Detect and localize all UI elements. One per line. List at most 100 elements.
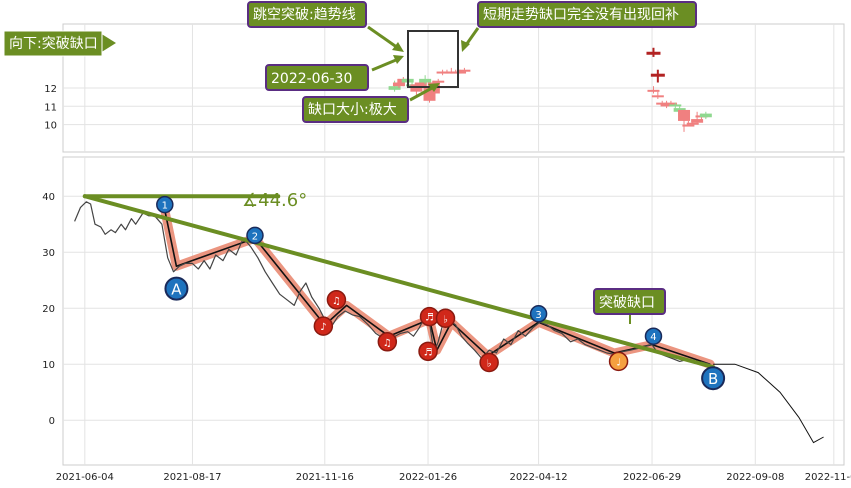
note-marker <box>479 352 499 373</box>
note-marker-label: ♬ <box>424 347 433 358</box>
x-tick-label: 2021-06-04 <box>56 472 114 483</box>
candle-body <box>669 104 682 107</box>
arrow-gap-size-head <box>428 83 440 92</box>
line-grid <box>63 157 844 465</box>
candle-panel: 10 11 12 <box>44 23 845 153</box>
projection-line <box>713 363 824 444</box>
x-tick-label: 2022-11-01 <box>805 472 851 483</box>
wave-point-marker <box>156 195 174 214</box>
candle-body <box>419 78 432 83</box>
arrow-gap-date-head <box>393 55 404 64</box>
x-tick-label: 2022-04-12 <box>510 472 568 483</box>
candle-body <box>664 102 677 105</box>
callout-breakout-box <box>593 288 666 315</box>
candle-body <box>392 82 405 87</box>
arrow-gap-size <box>409 86 433 102</box>
callout-gap-size: 缺口大小:极大 <box>302 96 409 123</box>
note-marker <box>608 351 629 372</box>
candle-body <box>682 124 695 127</box>
candle-y-ticks: 10 11 12 <box>44 84 57 132</box>
line-y-ticks: 0 10 20 30 40 <box>42 192 55 427</box>
candle-body <box>432 80 445 83</box>
note-marker-label: ♭ <box>443 314 448 325</box>
major-point-label: A <box>171 281 182 299</box>
note-marker <box>377 332 398 352</box>
wave-point-marker <box>529 305 548 323</box>
note-marker-label: ♩ <box>616 357 621 368</box>
wave-band <box>160 205 715 369</box>
callout-breakout-text: 突破缺口 <box>599 295 655 311</box>
callout-gap-date-text: 2022-06-30 <box>271 71 352 87</box>
candle-y-tick-label: 12 <box>44 84 57 95</box>
arrow-jump-gap <box>367 25 399 50</box>
candle-grid <box>63 24 844 152</box>
x-tick-label: 2021-11-16 <box>296 472 354 483</box>
gap-candle-body <box>646 51 661 55</box>
callout-gap-down: 向下:突破缺口 <box>3 30 103 57</box>
line-panel-frame <box>62 156 845 466</box>
line-y-tick-label: 40 <box>42 192 55 203</box>
candle-body <box>660 104 673 107</box>
line-y-tick-label: 0 <box>49 416 55 427</box>
major-point-marker <box>164 276 189 301</box>
candle-body <box>414 82 427 87</box>
note-marker <box>326 290 347 310</box>
callout-short-gap-box <box>477 1 697 28</box>
x-tick-label: 2022-09-08 <box>726 472 784 483</box>
arrow-short-gap-head <box>461 40 470 52</box>
wave-point-marker <box>246 226 264 245</box>
callout-breakout: 突破缺口 <box>593 288 666 315</box>
callout-gap-size-text: 缺口大小:极大 <box>308 102 397 118</box>
callout-gap-down-box <box>3 30 103 57</box>
callout-gap-date-box <box>265 64 369 91</box>
wave-point-label: 2 <box>252 231 258 242</box>
arrow-gap-date <box>371 58 397 72</box>
candle-body <box>699 113 712 118</box>
candle-body <box>651 95 664 98</box>
line-y-tick-label: 10 <box>42 360 55 371</box>
angle-label: ∡44.6° <box>242 190 307 211</box>
candle-body <box>647 89 660 92</box>
candle-body <box>678 109 691 121</box>
callout-jump-gap-text: 跳空突破:趋势线 <box>253 7 356 23</box>
note-marker <box>418 341 438 362</box>
major-point-marker <box>701 366 726 391</box>
callout-short-gap: 短期走势缺口完全没有出现回补 <box>477 1 697 28</box>
wave-point-label: 4 <box>650 332 656 343</box>
trendlines <box>82 194 716 369</box>
pattern-markers: 1 2 3 4 ♪ ♫ ♫ ♬ ♬ ♭ ♭ ♩ A B <box>156 195 726 391</box>
line-y-tick-label: 20 <box>42 304 55 315</box>
callout-gap-date: 2022-06-30 <box>265 64 369 91</box>
arrow-jump-gap-head <box>392 42 404 52</box>
candle-body <box>458 69 471 72</box>
callout-short-gap-text: 短期走势缺口完全没有出现回补 <box>483 6 679 23</box>
wave-point-marker <box>644 327 663 345</box>
candle-y-tick-label: 10 <box>44 121 57 132</box>
note-marker-label: ♪ <box>320 322 326 333</box>
callout-gap-down-text: 向下:突破缺口 <box>9 36 98 52</box>
arrow-gap-down-head <box>100 33 116 53</box>
candle-body <box>454 71 467 74</box>
candle-body <box>656 102 669 105</box>
line-y-tick-label: 30 <box>42 248 55 259</box>
callout-arrows <box>100 25 631 324</box>
line-panel: 0 10 20 30 40 2021-06-04 2021-08-17 2021-11-16… <box>42 156 851 483</box>
line-x-ticks: 2021-06-04 2021-08-17 2021-11-16 2022-01-26… <box>56 472 851 483</box>
major-point-label: B <box>708 370 718 388</box>
wave-line <box>164 210 711 365</box>
candle-body <box>691 119 704 123</box>
wave-point-label: 3 <box>535 310 541 321</box>
gap-candle-body <box>650 73 665 77</box>
note-marker-label: ♫ <box>383 338 392 349</box>
note-marker-label: ♫ <box>332 296 341 307</box>
x-tick-label: 2021-08-17 <box>163 472 221 483</box>
x-tick-label: 2022-06-29 <box>623 472 681 483</box>
arrow-short-gap <box>464 27 480 46</box>
candle-body <box>388 86 401 90</box>
wave-point-label: 1 <box>162 201 168 212</box>
projection-curve <box>713 363 824 444</box>
callout-jump-gap: 跳空突破:趋势线 <box>247 1 367 28</box>
candle-body <box>686 122 699 125</box>
note-marker <box>435 308 456 329</box>
callout-jump-gap-box <box>247 1 367 28</box>
